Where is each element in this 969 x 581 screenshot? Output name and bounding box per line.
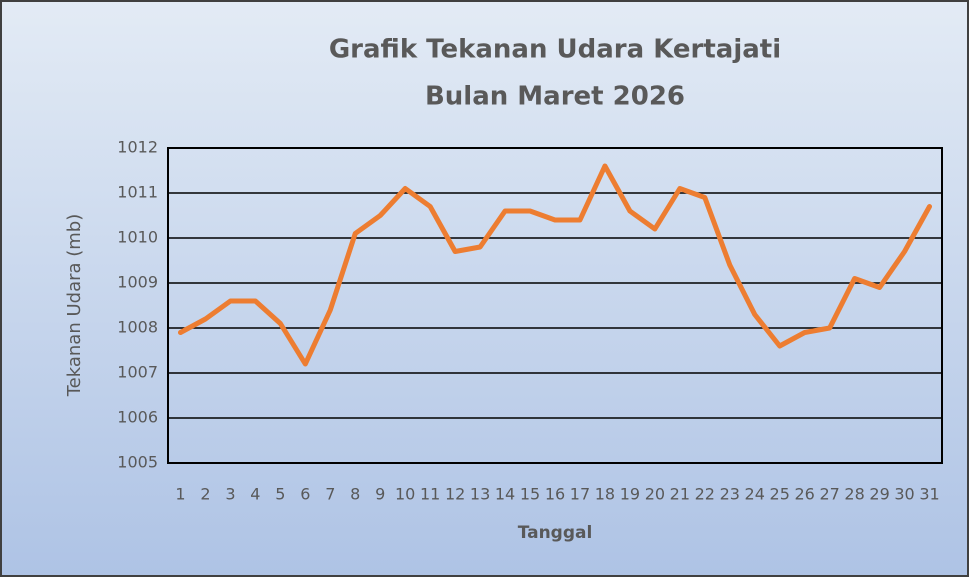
x-tick-label: 3 xyxy=(225,485,235,504)
x-tick-label: 22 xyxy=(695,485,715,504)
x-tick-label: 2 xyxy=(200,485,210,504)
x-tick-label: 21 xyxy=(670,485,690,504)
x-tick-label: 6 xyxy=(300,485,310,504)
y-tick-label: 1011 xyxy=(117,183,158,202)
y-axis-label: Tekanan Udara (mb) xyxy=(64,214,85,398)
y-tick-label: 1009 xyxy=(117,273,158,292)
y-tick-label: 1007 xyxy=(117,363,158,382)
x-tick-label: 7 xyxy=(325,485,335,504)
x-tick-label: 24 xyxy=(745,485,765,504)
x-tick-label: 5 xyxy=(275,485,285,504)
x-tick-label: 15 xyxy=(520,485,540,504)
x-tick-label: 8 xyxy=(350,485,360,504)
y-tick-label: 1010 xyxy=(117,228,158,247)
x-tick-label: 4 xyxy=(250,485,260,504)
y-tick-label: 1006 xyxy=(117,408,158,427)
x-tick-label: 28 xyxy=(844,485,864,504)
y-tick-label: 1008 xyxy=(117,318,158,337)
x-tick-label: 16 xyxy=(545,485,565,504)
x-tick-label: 27 xyxy=(819,485,839,504)
plot-border xyxy=(167,147,943,464)
x-tick-label: 30 xyxy=(894,485,914,504)
x-tick-label: 29 xyxy=(869,485,889,504)
x-tick-label: 1 xyxy=(175,485,185,504)
x-tick-label: 10 xyxy=(395,485,415,504)
x-tick-label: 23 xyxy=(720,485,740,504)
x-tick-label: 18 xyxy=(595,485,615,504)
x-tick-label: 19 xyxy=(620,485,640,504)
x-tick-label: 14 xyxy=(495,485,515,504)
x-tick-label: 26 xyxy=(794,485,814,504)
y-tick-label: 1012 xyxy=(117,138,158,157)
data-line xyxy=(177,163,933,367)
x-axis-label: Tanggal xyxy=(518,523,593,543)
chart-title: Bulan Maret 2026 xyxy=(425,82,685,112)
chart-title: Grafik Tekanan Udara Kertajati xyxy=(329,35,781,65)
x-tick-label: 31 xyxy=(919,485,939,504)
x-tick-label: 13 xyxy=(470,485,490,504)
x-tick-label: 12 xyxy=(445,485,465,504)
x-tick-label: 9 xyxy=(375,485,385,504)
x-tick-label: 25 xyxy=(770,485,790,504)
x-tick-label: 20 xyxy=(645,485,665,504)
x-tick-label: 11 xyxy=(420,485,440,504)
x-tick-label: 17 xyxy=(570,485,590,504)
y-tick-label: 1005 xyxy=(117,453,158,472)
